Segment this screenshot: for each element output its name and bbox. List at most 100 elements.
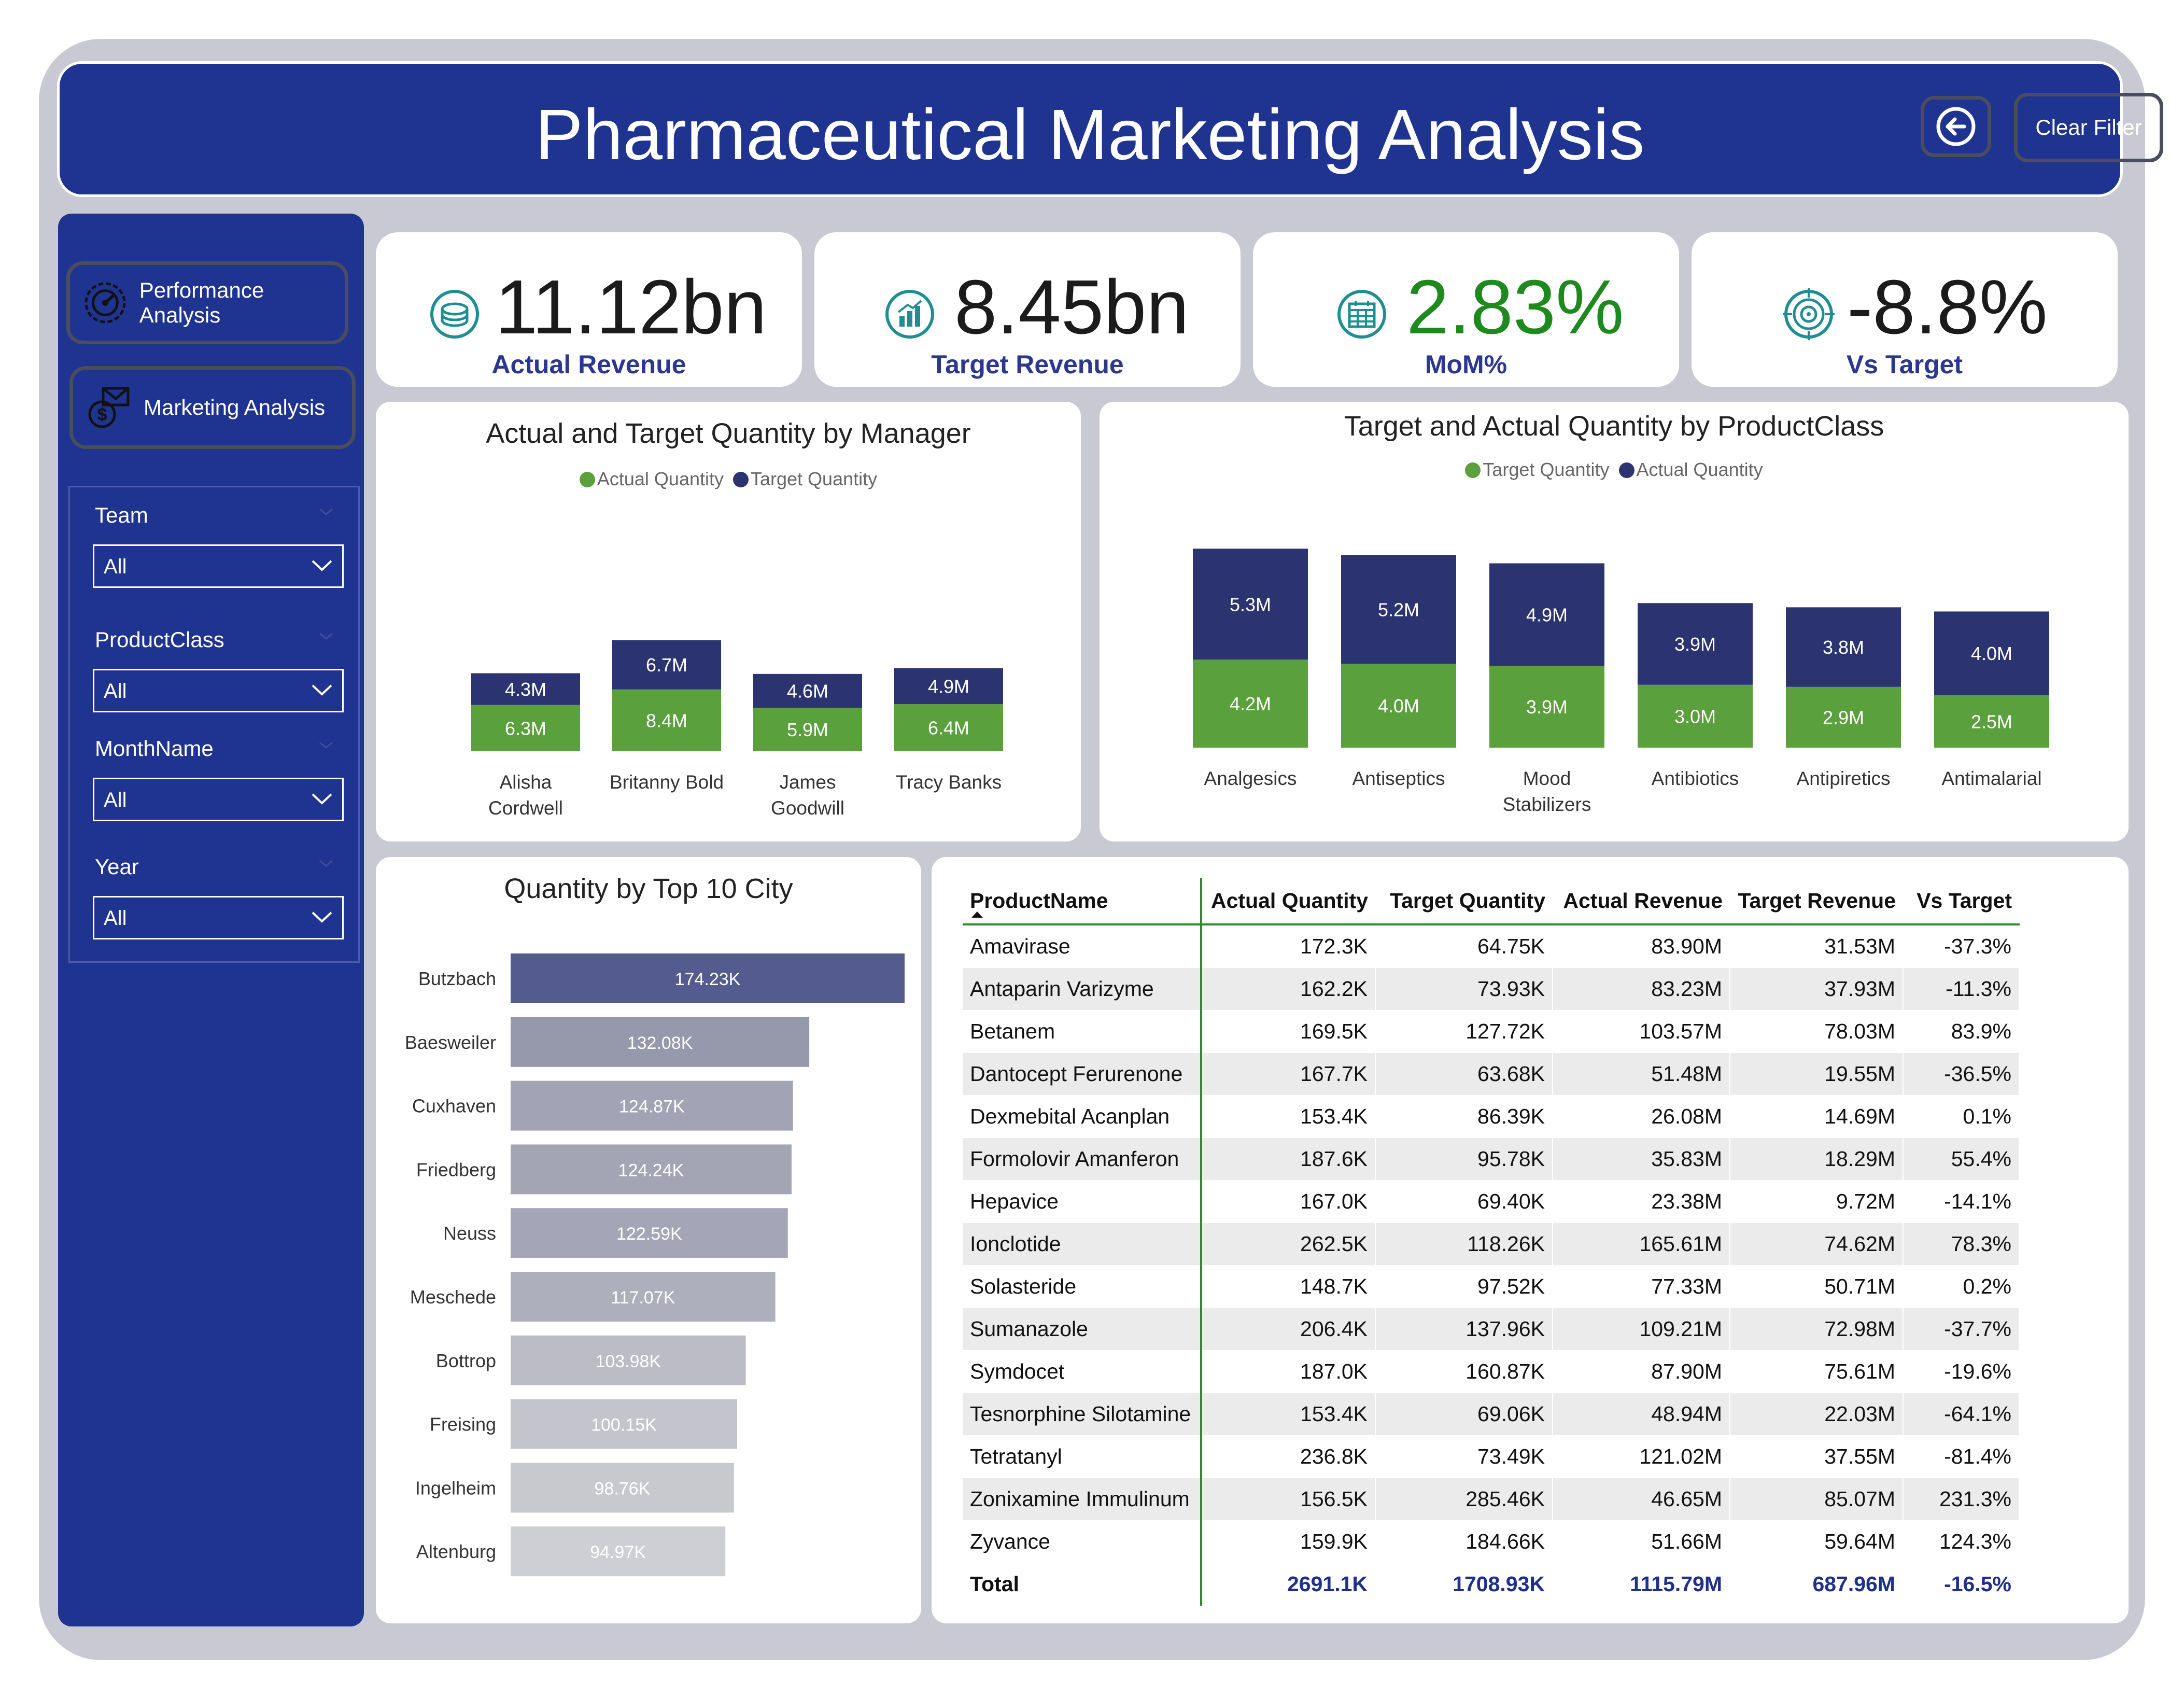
clear-filter-button[interactable]: Clear Filter xyxy=(2014,93,2163,162)
table-row[interactable]: Dantocept Ferurenone 167.7K 63.68K 51.48M 19… xyxy=(963,1053,2020,1096)
table-row[interactable]: Ionclotide 262.5K 118.26K 165.61M 74.62M 78.3… xyxy=(963,1223,2020,1266)
chevron-down-icon xyxy=(312,911,332,923)
table-row[interactable]: Solasteride 148.7K 97.52K 77.33M 50.71M 0.2% xyxy=(963,1265,2020,1308)
table-row[interactable]: Betanem 169.5K 127.72K 103.57M 78.03M 83.9% xyxy=(963,1010,2020,1053)
data-label: 124.24K xyxy=(618,1160,684,1180)
table-row[interactable]: Formolovir Amanferon 187.6K 95.78K 35.83M 18… xyxy=(963,1138,2020,1181)
table-cell: 46.65M xyxy=(1553,1478,1730,1521)
table-cell: 124.3% xyxy=(1903,1520,2020,1563)
collapse-caret-icon[interactable] xyxy=(319,860,333,867)
bar[interactable] xyxy=(511,1335,746,1385)
chart-title: Target and Actual Quantity by ProductCla… xyxy=(1344,411,1884,442)
bar-segment[interactable] xyxy=(1638,684,1753,748)
bar[interactable] xyxy=(511,1399,737,1449)
table-cell: 187.6K xyxy=(1201,1138,1376,1181)
table-row[interactable]: Tesnorphine Silotamine 153.4K 69.06K 48.94M… xyxy=(963,1393,2020,1436)
bar[interactable] xyxy=(511,1144,792,1195)
table-row[interactable]: Tetratanyl 236.8K 73.49K 121.02M 37.55M -81.4… xyxy=(963,1435,2020,1478)
table-cell: 51.66M xyxy=(1553,1520,1730,1563)
filter-year-dropdown[interactable]: All xyxy=(93,896,344,939)
legend-item[interactable]: Actual Quantity xyxy=(1618,459,1763,480)
bar[interactable] xyxy=(511,953,905,1003)
table-cell: Amavirase xyxy=(963,924,1202,968)
table-cell: 19.55M xyxy=(1730,1053,1904,1096)
data-label: 3.9M xyxy=(1674,634,1716,655)
bar-segment[interactable] xyxy=(471,673,580,705)
table-row[interactable]: Zonixamine Immulinum 156.5K 285.46K 46.65M 8… xyxy=(963,1478,2020,1521)
table-total-row[interactable]: Total 2691.1K 1708.93K 1115.79M 687.96M -16.5… xyxy=(963,1563,2020,1606)
data-label: 4.0M xyxy=(1971,643,2012,664)
bar-segment[interactable] xyxy=(1638,603,1753,685)
bar-segment[interactable] xyxy=(612,640,721,690)
bar-segment[interactable] xyxy=(1341,664,1456,748)
back-button[interactable] xyxy=(1921,96,1991,157)
column-header[interactable]: Vs Target xyxy=(1903,878,2019,925)
filter-team-dropdown[interactable]: All xyxy=(93,544,344,588)
column-header[interactable]: ProductName xyxy=(963,878,1202,925)
bar-segment[interactable] xyxy=(1934,611,2049,695)
bar-segment[interactable] xyxy=(1786,607,1901,687)
column-header[interactable]: Actual Quantity xyxy=(1201,878,1375,925)
manager-chart-card: Actual and Target Quantity by Manager Ac… xyxy=(376,402,1081,841)
category-label: Antiseptics xyxy=(1352,768,1445,789)
category-label: Mood xyxy=(1523,768,1571,789)
bar[interactable] xyxy=(511,1208,788,1258)
table-cell: 31.53M xyxy=(1730,924,1904,968)
legend-item[interactable]: Target Quantity xyxy=(1465,459,1609,480)
legend-item[interactable]: Target Quantity xyxy=(733,468,877,489)
collapse-caret-icon[interactable] xyxy=(319,741,333,749)
bar[interactable] xyxy=(511,1272,776,1322)
table-row[interactable]: Zyvance 159.9K 184.66K 51.66M 59.64M 124.3% xyxy=(963,1520,2020,1563)
table-cell: 127.72K xyxy=(1375,1010,1553,1053)
bar-segment[interactable] xyxy=(1934,695,2049,748)
nav-marketing-analysis[interactable]: $ Marketing Analysis xyxy=(69,366,356,449)
filter-value: All xyxy=(104,789,127,811)
sort-ascending-icon[interactable] xyxy=(970,910,984,919)
bar-segment[interactable] xyxy=(753,708,862,751)
bar-segment[interactable] xyxy=(1489,563,1604,666)
column-header[interactable]: Actual Revenue xyxy=(1553,878,1730,925)
table-row[interactable]: Antaparin Varizyme 162.2K 73.93K 83.23M 37.9… xyxy=(963,967,2020,1011)
column-header[interactable]: Target Quantity xyxy=(1375,878,1553,925)
filter-monthname-dropdown[interactable]: All xyxy=(93,778,344,821)
data-label: 124.87K xyxy=(619,1097,685,1117)
bar-segment[interactable] xyxy=(894,668,1003,705)
bar-segment[interactable] xyxy=(894,704,1003,751)
bar-segment[interactable] xyxy=(612,689,721,751)
bar-segment[interactable] xyxy=(1341,555,1456,664)
table-cell: 231.3% xyxy=(1903,1478,2020,1521)
collapse-caret-icon[interactable] xyxy=(319,633,333,640)
money-mail-icon: $ xyxy=(88,387,130,428)
bar-segment[interactable] xyxy=(471,705,580,751)
table-row[interactable]: Amavirase 172.3K 64.75K 83.90M 31.53M -37.3% xyxy=(963,924,2020,968)
table-cell: 75.61M xyxy=(1730,1350,1904,1393)
table-cell: -36.5% xyxy=(1903,1053,2020,1096)
bar-chart-icon xyxy=(885,290,934,339)
legend-item[interactable]: Actual Quantity xyxy=(579,468,724,489)
bar[interactable] xyxy=(511,1017,810,1067)
table-row[interactable]: Sumanazole 206.4K 137.96K 109.21M 72.98M -37.… xyxy=(963,1308,2020,1351)
bar-segment[interactable] xyxy=(1193,659,1308,748)
table-cell: Betanem xyxy=(963,1010,1202,1053)
data-label: 5.2M xyxy=(1378,599,1419,620)
column-header[interactable]: Target Revenue xyxy=(1730,878,1903,925)
table-cell: -14.1% xyxy=(1903,1180,2020,1223)
productclass-bar-chart: 4.2M 5.3M Analgesics 4.0M 5.2M Antiseptics 3.9… xyxy=(1193,549,2049,815)
nav-performance-analysis[interactable]: Performance Analysis xyxy=(66,261,348,344)
filter-productclass-dropdown[interactable]: All xyxy=(93,669,344,712)
bar-segment[interactable] xyxy=(753,673,862,708)
bar[interactable] xyxy=(511,1080,793,1131)
table-row[interactable]: Dexmebital Acanplan 153.4K 86.39K 26.08M 14.… xyxy=(963,1095,2020,1138)
bar[interactable] xyxy=(511,1463,734,1513)
table-row[interactable]: Symdocet 187.0K 160.87K 87.90M 75.61M -19.6% xyxy=(963,1350,2020,1393)
collapse-caret-icon[interactable] xyxy=(319,508,333,515)
table-cell: 167.0K xyxy=(1201,1180,1376,1223)
data-label: 5.3M xyxy=(1230,594,1271,615)
nav-label: Marketing Analysis xyxy=(144,395,326,419)
bar-segment[interactable] xyxy=(1193,549,1308,660)
table-row[interactable]: Hepavice 167.0K 69.40K 23.38M 9.72M -14.1% xyxy=(963,1180,2020,1223)
bar[interactable] xyxy=(511,1526,726,1577)
table-cell: Ionclotide xyxy=(963,1223,1202,1266)
bar-segment[interactable] xyxy=(1489,666,1604,748)
bar-segment[interactable] xyxy=(1786,686,1901,748)
